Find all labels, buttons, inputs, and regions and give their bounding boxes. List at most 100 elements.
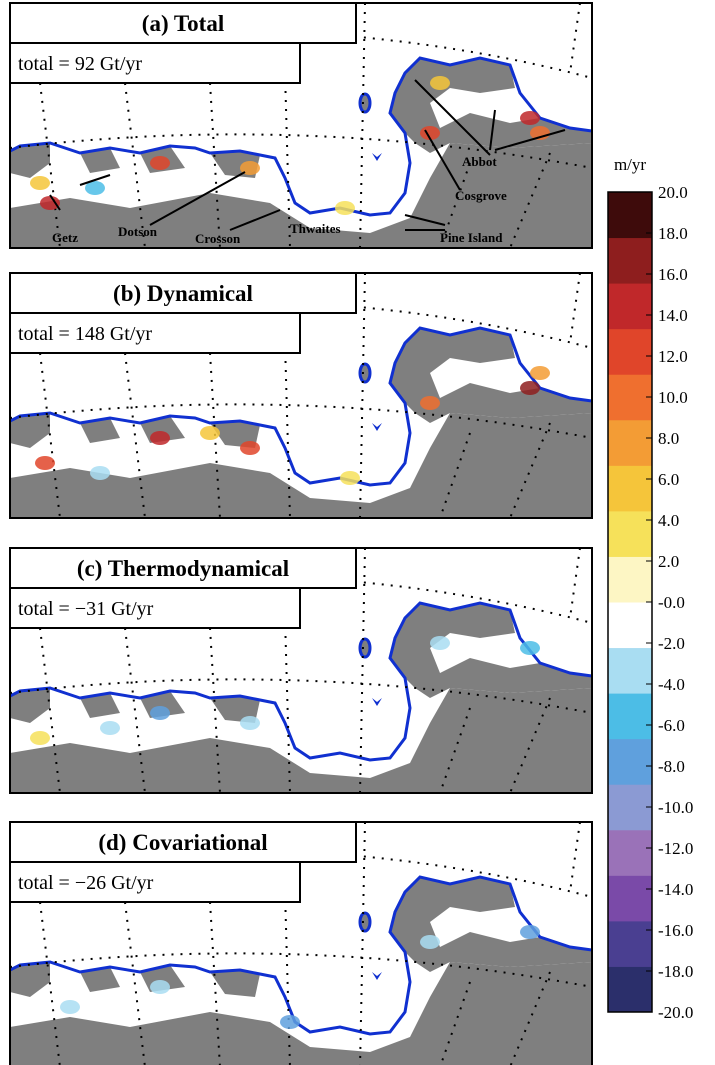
colorbar-tick-label: -18.0 — [658, 962, 693, 981]
colorbar-segment — [608, 829, 652, 876]
panel-total: total = 148 Gt/yr — [18, 323, 152, 345]
colorbar-segment — [608, 784, 652, 831]
anomaly-patch — [90, 466, 110, 480]
map-panel: (c) Thermodynamical total = −31 Gt/yr — [9, 547, 593, 794]
leader-line — [489, 109, 496, 151]
map-panel: (b) Dynamical total = 148 Gt/yr — [9, 272, 593, 519]
anomaly-patch — [150, 431, 170, 445]
panel-title: (c) Thermodynamical — [77, 556, 289, 581]
colorbar-tick-label: -4.0 — [658, 675, 685, 694]
total-box — [9, 861, 301, 903]
anomaly-patch — [280, 1015, 300, 1029]
colorbar-segment — [608, 419, 652, 466]
colorbar-tick-label: 12.0 — [658, 347, 688, 366]
anomaly-patch — [200, 426, 220, 440]
anomaly-patch — [420, 126, 440, 140]
anomaly-patch — [335, 201, 355, 215]
colorbar-tick-label: -12.0 — [658, 839, 693, 858]
leader-line — [229, 209, 281, 231]
colorbar-segment — [608, 556, 652, 603]
glacier-label: Abbot — [462, 154, 497, 169]
map-content — [10, 548, 592, 793]
anomaly-patch — [420, 935, 440, 949]
colorbar-segment — [608, 647, 652, 694]
colorbar-tick-label: -20.0 — [658, 1003, 693, 1022]
anomaly-patch — [150, 706, 170, 720]
colorbar-tick-label: -2.0 — [658, 634, 685, 653]
anomaly-patch — [30, 731, 50, 745]
glacier-label: Crosson — [195, 231, 241, 246]
colorbar-segment — [608, 237, 652, 284]
leader-line — [424, 129, 461, 191]
colorbar-segment — [608, 920, 652, 967]
colorbar-segment — [608, 465, 652, 512]
colorbar-segment — [608, 374, 652, 421]
colorbar-tick-label: 14.0 — [658, 306, 688, 325]
anomaly-patch — [60, 1000, 80, 1014]
colorbar-tick-label: 4.0 — [658, 511, 679, 530]
title-box — [9, 2, 357, 44]
total-box — [9, 42, 301, 84]
anomaly-patch — [530, 366, 550, 380]
leader-line — [149, 171, 246, 226]
anomaly-patch — [430, 636, 450, 650]
panel-title: (a) Total — [142, 11, 224, 36]
glacier-label: Thwaites — [290, 221, 341, 236]
glacier-label: Getz — [52, 230, 78, 245]
colorbar-segment — [608, 192, 652, 239]
map-panel: (d) Covariational total = −26 Gt/yr — [9, 821, 593, 1065]
title-box — [9, 821, 357, 863]
leader-line — [79, 174, 111, 186]
glacier-label: Cosgrove — [455, 188, 507, 203]
anomaly-patch — [240, 161, 260, 175]
anomaly-patch — [520, 381, 540, 395]
colorbar-segment — [608, 328, 652, 375]
anomaly-patch — [100, 721, 120, 735]
colorbar-tick-label: -8.0 — [658, 757, 685, 776]
panel-total: total = 92 Gt/yr — [18, 53, 142, 75]
glacier-label: Dotson — [118, 224, 158, 239]
leader-line — [494, 129, 566, 151]
map-content — [10, 273, 592, 518]
leader-line — [404, 214, 446, 226]
colorbar-tick-label: 6.0 — [658, 470, 679, 489]
anomaly-patch — [520, 111, 540, 125]
anomaly-patch — [420, 396, 440, 410]
colorbar-segment — [608, 875, 652, 922]
glacier-label: Pine Island — [440, 230, 503, 245]
leader-line — [49, 194, 61, 211]
anomaly-patch — [35, 456, 55, 470]
colorbar-tick-label: -6.0 — [658, 716, 685, 735]
total-box — [9, 587, 301, 629]
colorbar-tick-label: 8.0 — [658, 429, 679, 448]
total-box — [9, 312, 301, 354]
title-box — [9, 272, 357, 314]
colorbar-segment — [608, 693, 652, 740]
colorbar-segment — [608, 966, 652, 1013]
colorbar-tick-label: -10.0 — [658, 798, 693, 817]
panel-title: (b) Dynamical — [113, 281, 253, 306]
anomaly-patch — [240, 441, 260, 455]
colorbar-tick-label: 16.0 — [658, 265, 688, 284]
colorbar-tick-label: 20.0 — [658, 183, 688, 202]
anomaly-patch — [520, 925, 540, 939]
anomaly-patch — [150, 156, 170, 170]
anomaly-patch — [85, 181, 105, 195]
colorbar-tick-label: -16.0 — [658, 921, 693, 940]
colorbar-segment — [608, 738, 652, 785]
panel-title: (d) Covariational — [98, 830, 267, 855]
map-content — [10, 822, 592, 1065]
panel-total: total = −26 Gt/yr — [18, 872, 154, 894]
colorbar-tick-label: 18.0 — [658, 224, 688, 243]
anomaly-patch — [430, 76, 450, 90]
map-content — [10, 3, 592, 248]
anomaly-patch — [150, 980, 170, 994]
anomaly-patch — [520, 641, 540, 655]
colorbar-tick-label: -14.0 — [658, 880, 693, 899]
colorbar-tick-label: 2.0 — [658, 552, 679, 571]
colorbar-segment — [608, 283, 652, 330]
anomaly-patch — [30, 176, 50, 190]
anomaly-patch — [240, 716, 260, 730]
